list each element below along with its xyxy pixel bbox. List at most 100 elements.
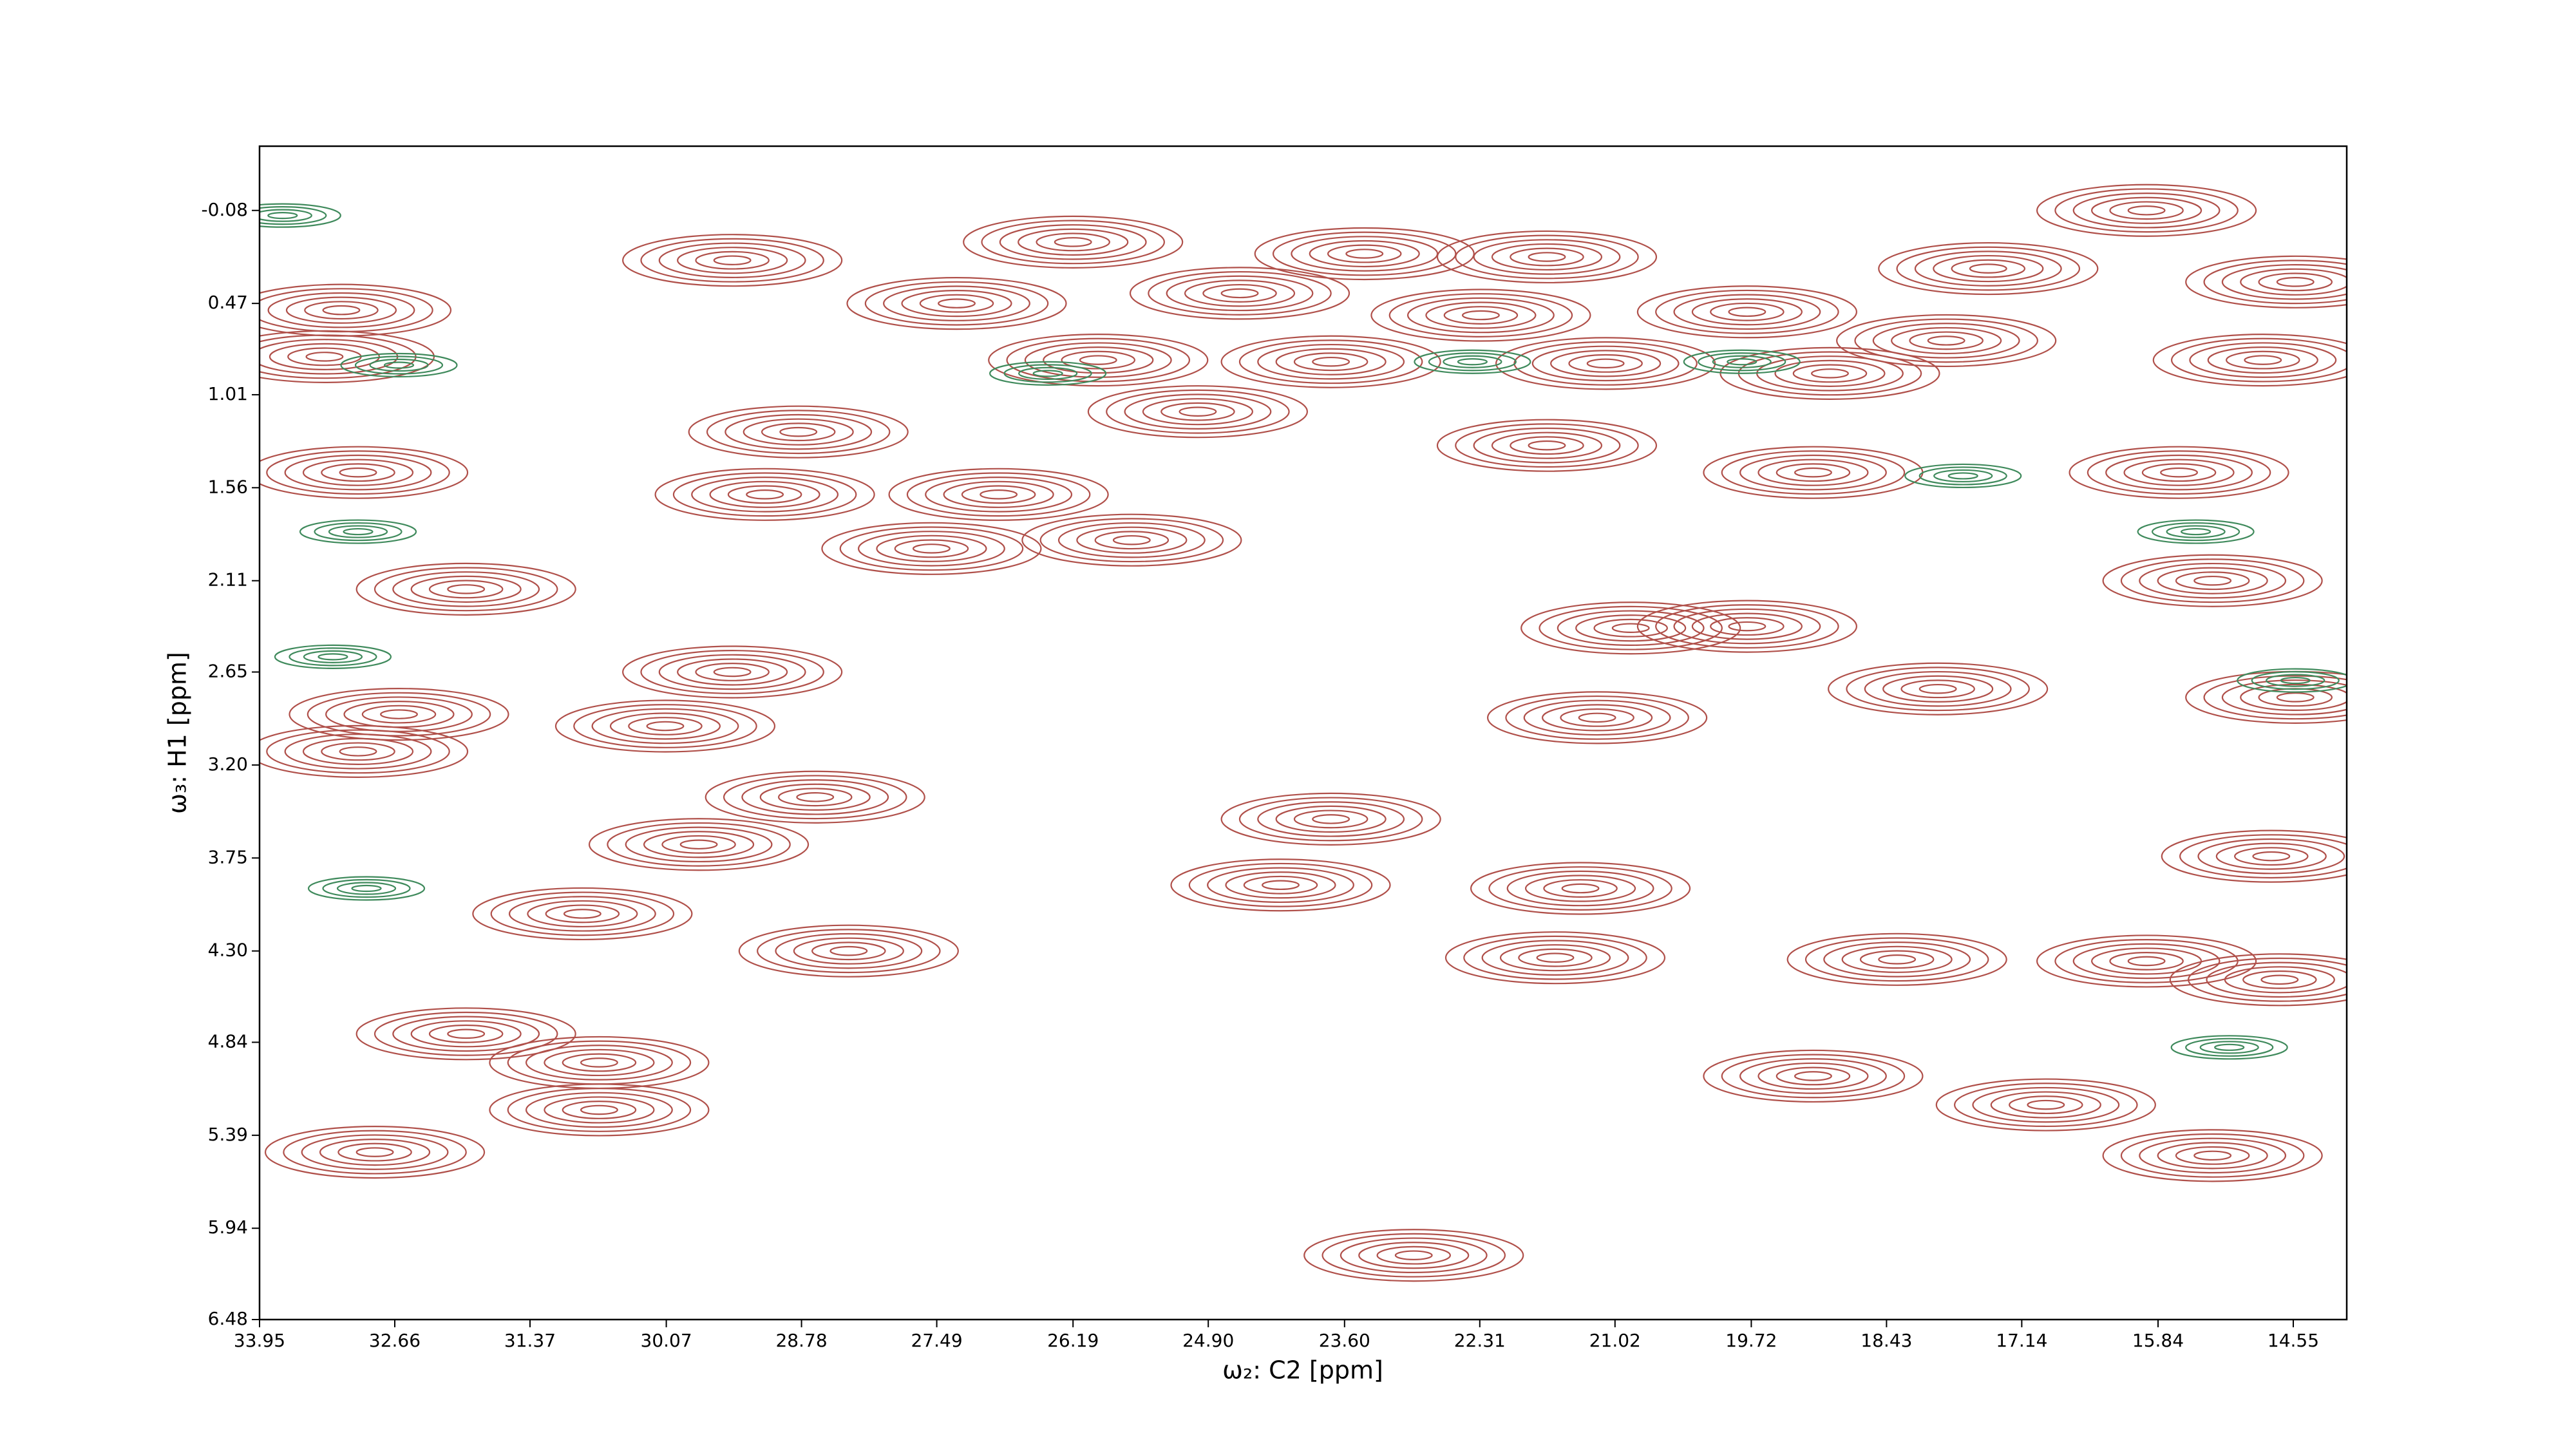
contour-level — [1636, 285, 1857, 339]
contour-level — [2189, 342, 2337, 378]
contour-level — [1061, 350, 1136, 370]
contour-level — [2072, 192, 2221, 229]
contour-level — [302, 459, 414, 486]
contour-level — [1896, 246, 2081, 291]
contour-level — [1272, 231, 1457, 276]
contour-level — [1488, 866, 1672, 911]
contour-level — [777, 788, 853, 807]
contour-level — [628, 717, 703, 735]
contour-level — [1510, 247, 1584, 267]
contour-peak — [1786, 933, 2007, 986]
contour-level — [1275, 348, 1387, 375]
contour-level — [2109, 201, 2184, 220]
contour-level — [1518, 948, 1593, 967]
contour-peak — [821, 522, 1042, 575]
contour-level — [1473, 239, 1621, 275]
contour-level — [1079, 355, 1117, 365]
contour-peak — [1220, 792, 1441, 846]
contour-level — [525, 1045, 673, 1081]
contour-peak — [588, 818, 810, 871]
contour-level — [507, 1040, 692, 1085]
contour-level — [723, 775, 907, 820]
contour-level — [622, 645, 843, 699]
x-tick-label: 33.95 — [234, 1330, 285, 1351]
contour-level — [1909, 331, 1984, 350]
contour-level — [507, 1088, 692, 1132]
contour-level — [1721, 450, 1906, 495]
contour-level — [563, 909, 601, 919]
y-tick-label: 0.47 — [208, 292, 248, 313]
contour-level — [1691, 298, 1803, 326]
contour-level — [640, 650, 824, 694]
contour-level — [355, 1147, 394, 1157]
contour-level — [284, 734, 432, 770]
contour-peak — [1719, 346, 1940, 400]
contour-peak — [264, 1125, 486, 1179]
contour-level — [1918, 683, 1957, 694]
contour-peak — [989, 361, 1107, 386]
contour-level — [963, 215, 1184, 269]
contour-level — [1739, 454, 1887, 491]
contour-level — [672, 472, 857, 517]
contour-level — [1792, 364, 1868, 383]
contour-level — [2179, 834, 2347, 879]
contour-peak — [1495, 337, 1716, 390]
contour-level — [2036, 184, 2257, 237]
contour-level — [2224, 966, 2335, 994]
contour-level — [428, 1024, 504, 1043]
contour-level — [1457, 358, 1488, 366]
contour-level — [1414, 349, 1531, 374]
contour-level — [1823, 942, 1971, 978]
contour-level — [303, 650, 363, 663]
x-tick-label: 19.72 — [1725, 1330, 1777, 1351]
contour-level — [1293, 352, 1368, 372]
contour-peak — [260, 724, 469, 778]
contour-level — [2215, 842, 2327, 870]
contour-level — [2102, 1129, 2323, 1182]
contour-level — [1683, 349, 1801, 374]
contour-level — [2109, 951, 2184, 971]
contour-level — [1951, 259, 2026, 278]
x-tick-label: 23.60 — [1319, 1330, 1370, 1351]
contour-level — [2120, 558, 2305, 603]
y-tick-label: 2.65 — [208, 660, 248, 681]
y-tick-label: 1.01 — [208, 383, 248, 404]
contour-level — [1275, 805, 1387, 833]
contour-level — [1254, 227, 1475, 281]
contour-level — [1495, 337, 1716, 390]
contour-level — [260, 283, 452, 337]
contour-peak — [260, 446, 469, 499]
contour-level — [2221, 264, 2347, 300]
contour-level — [2139, 562, 2287, 599]
contour-level — [2260, 974, 2299, 985]
contour-level — [2175, 571, 2250, 591]
contour-level — [2251, 671, 2340, 690]
contour-level — [1520, 601, 1741, 655]
contour-level — [988, 334, 1209, 387]
y-tick-label: 2.11 — [208, 569, 248, 591]
contour-level — [1904, 463, 2022, 489]
contour-level — [746, 489, 784, 500]
contour-level — [1611, 623, 1650, 633]
contour-level — [661, 835, 736, 854]
contour-level — [266, 450, 450, 495]
contour-level — [573, 704, 757, 748]
contour-level — [1262, 880, 1300, 891]
contour-level — [2157, 1142, 2268, 1170]
contour-level — [343, 527, 374, 536]
contour-level — [2054, 938, 2239, 983]
contour-level — [283, 1130, 467, 1175]
contour-peak — [1878, 242, 2099, 296]
contour-level — [1257, 801, 1405, 837]
contour-level — [759, 783, 871, 811]
contour-level — [580, 1057, 618, 1068]
contour-level — [2185, 1037, 2274, 1057]
contour-level — [447, 584, 486, 594]
contour-level — [287, 347, 362, 366]
contour-level — [1990, 1091, 2101, 1119]
contour-level — [1425, 301, 1537, 329]
contour-level — [2266, 674, 2325, 687]
x-tick-label: 21.02 — [1589, 1330, 1641, 1351]
contour-level — [1499, 944, 1611, 972]
contour-level — [989, 361, 1107, 386]
